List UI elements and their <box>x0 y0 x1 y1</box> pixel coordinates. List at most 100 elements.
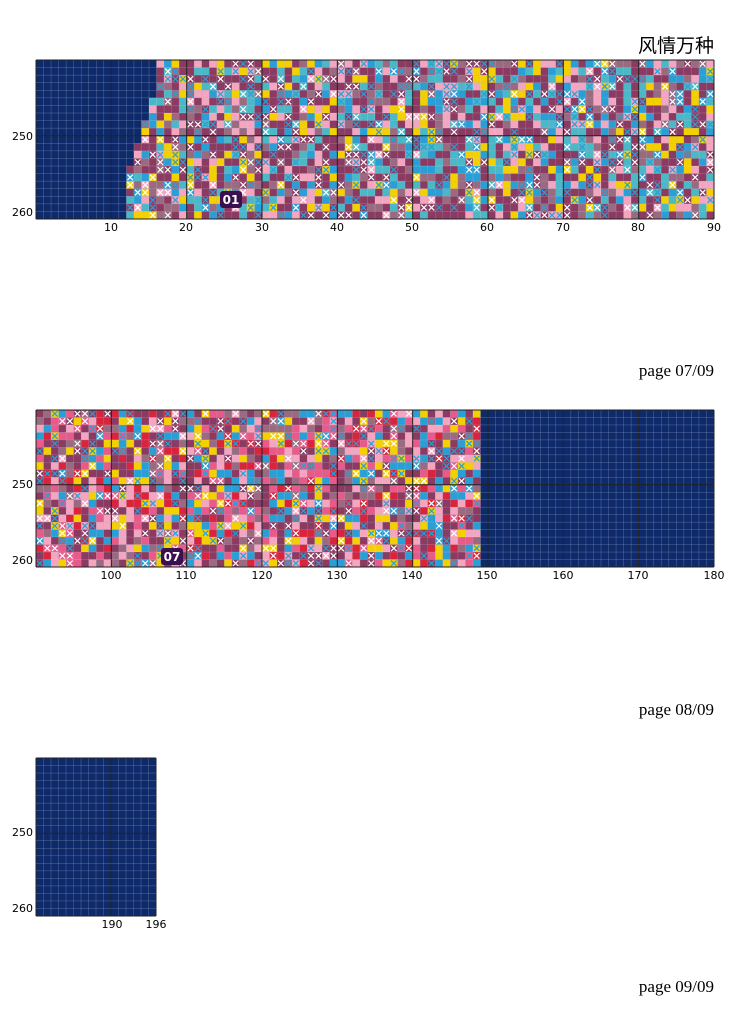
stitch <box>337 462 345 470</box>
stitch <box>322 90 330 98</box>
stitch <box>503 75 511 83</box>
stitch <box>390 143 398 151</box>
stitch-cross <box>51 433 59 440</box>
stitch <box>465 120 473 129</box>
stitch <box>126 188 134 197</box>
stitch <box>420 507 428 515</box>
stitch <box>111 462 119 470</box>
stitch-cross <box>330 418 337 425</box>
stitch <box>186 477 195 485</box>
stitch <box>578 181 586 189</box>
stitch <box>149 544 157 553</box>
stitch-cross <box>202 106 209 113</box>
stitch <box>420 484 428 493</box>
stitch-cross <box>292 515 300 522</box>
stitch <box>133 417 142 425</box>
stitch <box>126 211 134 219</box>
stitch-cross <box>511 60 518 67</box>
stitch-cross <box>586 204 593 211</box>
stitch-cross <box>458 151 465 158</box>
stitch <box>435 544 443 553</box>
stitch <box>141 128 149 136</box>
stitch <box>548 150 556 159</box>
stitch <box>337 410 345 418</box>
stitch <box>179 439 187 448</box>
stitch <box>420 424 428 433</box>
stitch-cross <box>450 447 458 455</box>
stitch <box>450 173 458 182</box>
stitch-cross <box>435 500 443 507</box>
stitch <box>442 477 451 485</box>
stitch <box>216 484 225 493</box>
stitch-cross <box>270 522 277 530</box>
stitch <box>284 424 293 433</box>
stitch <box>216 544 225 553</box>
stitch <box>427 150 436 159</box>
stitch <box>390 97 398 106</box>
stitch-cross <box>428 530 435 537</box>
stitch <box>299 143 308 151</box>
stitch <box>307 188 315 197</box>
stitch <box>209 158 217 166</box>
stitch-cross <box>217 418 224 425</box>
stitch <box>548 196 556 204</box>
stitch <box>224 143 232 151</box>
stitch <box>81 544 89 553</box>
stitch <box>96 522 104 530</box>
stitch <box>164 196 172 204</box>
stitch <box>450 113 458 121</box>
stitch-cross <box>481 68 488 75</box>
stitch <box>277 424 285 433</box>
stitch-cross <box>631 113 639 120</box>
stitch <box>88 514 97 523</box>
stitch-cross <box>541 90 548 98</box>
stitch-cross <box>526 113 533 120</box>
stitch-cross <box>375 159 382 166</box>
stitch <box>457 469 466 478</box>
stitch-cross <box>187 181 194 189</box>
stitch-cross <box>360 60 367 67</box>
stitch <box>171 522 180 530</box>
stitch <box>465 143 473 151</box>
stitch <box>359 410 368 418</box>
stitch-cross <box>390 470 398 477</box>
stitch-cross <box>458 515 465 522</box>
stitch-cross <box>179 159 187 166</box>
stitch-cross <box>631 143 639 151</box>
stitch <box>359 492 368 500</box>
stitch-cross <box>255 166 262 173</box>
stitch <box>375 135 383 144</box>
stitch-cross <box>578 106 586 113</box>
stitch <box>307 439 315 448</box>
stitch-cross <box>405 83 413 90</box>
stitch <box>36 484 44 493</box>
stitch-cross <box>443 83 450 90</box>
stitch <box>337 150 345 159</box>
stitch-cross <box>164 537 172 544</box>
stitch <box>133 499 142 508</box>
stitch-cross <box>594 151 601 158</box>
stitch-cross <box>59 477 66 485</box>
stitch <box>420 120 428 129</box>
stitch-cross <box>383 113 390 120</box>
stitch <box>254 507 262 515</box>
stitch-cross <box>563 98 571 105</box>
stitch <box>457 492 466 500</box>
stitch <box>254 97 262 106</box>
stitch <box>262 417 270 425</box>
stitch-cross <box>194 552 202 559</box>
stitch <box>103 484 112 493</box>
stitch <box>367 477 375 485</box>
stitch <box>412 196 421 204</box>
stitch-cross <box>255 560 262 567</box>
stitch-cross <box>639 98 646 105</box>
stitch-cross <box>345 90 352 98</box>
stitch <box>216 143 225 151</box>
stitch-cross <box>239 151 247 158</box>
stitch <box>593 135 601 144</box>
stitch-cross <box>443 537 450 544</box>
stitch-cross <box>187 189 194 196</box>
stitch <box>405 417 413 425</box>
stitch <box>631 60 639 68</box>
